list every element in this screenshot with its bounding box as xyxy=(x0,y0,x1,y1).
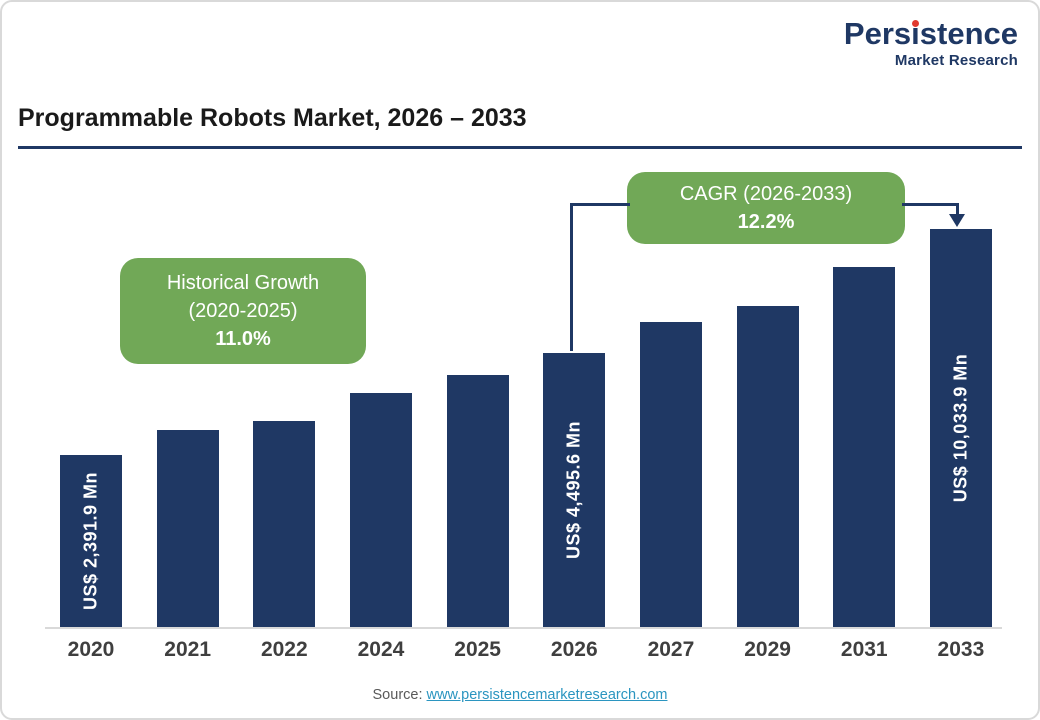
bar-value-label-2026: US$ 4,495.6 Mn xyxy=(563,421,584,560)
logo-brand-pre: Pers xyxy=(843,16,912,51)
cagr-arrow-down-icon xyxy=(949,214,965,227)
x-tick-2029: 2029 xyxy=(744,638,791,661)
x-tick-2031: 2031 xyxy=(840,638,888,661)
logo-subtitle: Market Research xyxy=(894,52,1018,69)
title-underline xyxy=(18,146,1022,149)
x-tick-2024: 2024 xyxy=(357,638,405,661)
cagr-callout-value: 12.2% xyxy=(737,211,795,233)
cagr-connector-horizontal-right xyxy=(902,203,959,206)
x-tick-2027: 2027 xyxy=(647,638,695,661)
x-tick-2033: 2033 xyxy=(937,638,985,661)
bar-2020: US$ 2,391.9 Mn xyxy=(60,455,122,627)
bar-value-label-2033: US$ 10,033.9 Mn xyxy=(950,353,971,503)
cagr-connector-vertical-2026 xyxy=(570,203,573,351)
x-tick-2025: 2025 xyxy=(454,638,501,661)
historical-callout-line2: (2020-2025) xyxy=(188,300,298,322)
cagr-connector-vertical-2033 xyxy=(956,203,959,215)
historical-callout-value: 11.0% xyxy=(215,328,271,350)
chart-title: Programmable Robots Market, 2026 – 2033 xyxy=(18,104,527,132)
bar-2027 xyxy=(639,322,702,627)
x-tick-2020: 2020 xyxy=(67,638,115,661)
logo-letter-i-red-dot: i xyxy=(911,16,920,51)
cagr-callout-line1: CAGR (2026-2033) xyxy=(679,183,853,205)
bar-2029 xyxy=(736,305,799,627)
x-tick-2022: 2022 xyxy=(260,638,308,661)
bar-2026: US$ 4,495.6 Mn xyxy=(543,353,606,627)
source-link[interactable]: www.persistencemarketresearch.com xyxy=(426,687,668,703)
source-label: Source: xyxy=(372,687,423,703)
bar-2021 xyxy=(156,430,219,627)
bar-2033: US$ 10,033.9 Mn xyxy=(929,229,992,627)
cagr-connector-horizontal-left xyxy=(570,203,630,206)
logo-brand: Persistence xyxy=(844,18,1018,49)
pmr-logo: Persistence Market Research xyxy=(844,18,1018,69)
bar-2025 xyxy=(446,375,509,627)
x-axis-labels: 2020 2021 2022 2024 2025 2026 2027 2029 2031 2033 xyxy=(60,638,992,662)
x-tick-2026: 2026 xyxy=(550,638,598,661)
x-tick-2021: 2021 xyxy=(164,638,212,661)
bars: US$ 2,391.9 Mn US$ 4,495.6 Mn US$ 10,033.9… xyxy=(60,229,992,627)
bar-2022 xyxy=(253,420,316,627)
x-axis-line xyxy=(45,627,1002,629)
bar-2024 xyxy=(349,392,412,627)
bar-2031 xyxy=(833,266,896,627)
historical-callout-line1: Historical Growth xyxy=(166,272,320,294)
bar-value-label-2020: US$ 2,391.9 Mn xyxy=(80,472,101,611)
logo-brand-post: stence xyxy=(919,16,1018,51)
historical-growth-callout: Historical Growth (2020-2025) 11.0% xyxy=(120,258,366,364)
cagr-callout: CAGR (2026-2033) 12.2% xyxy=(627,172,905,244)
source-note: Source: www.persistencemarketresearch.co… xyxy=(0,687,1040,703)
